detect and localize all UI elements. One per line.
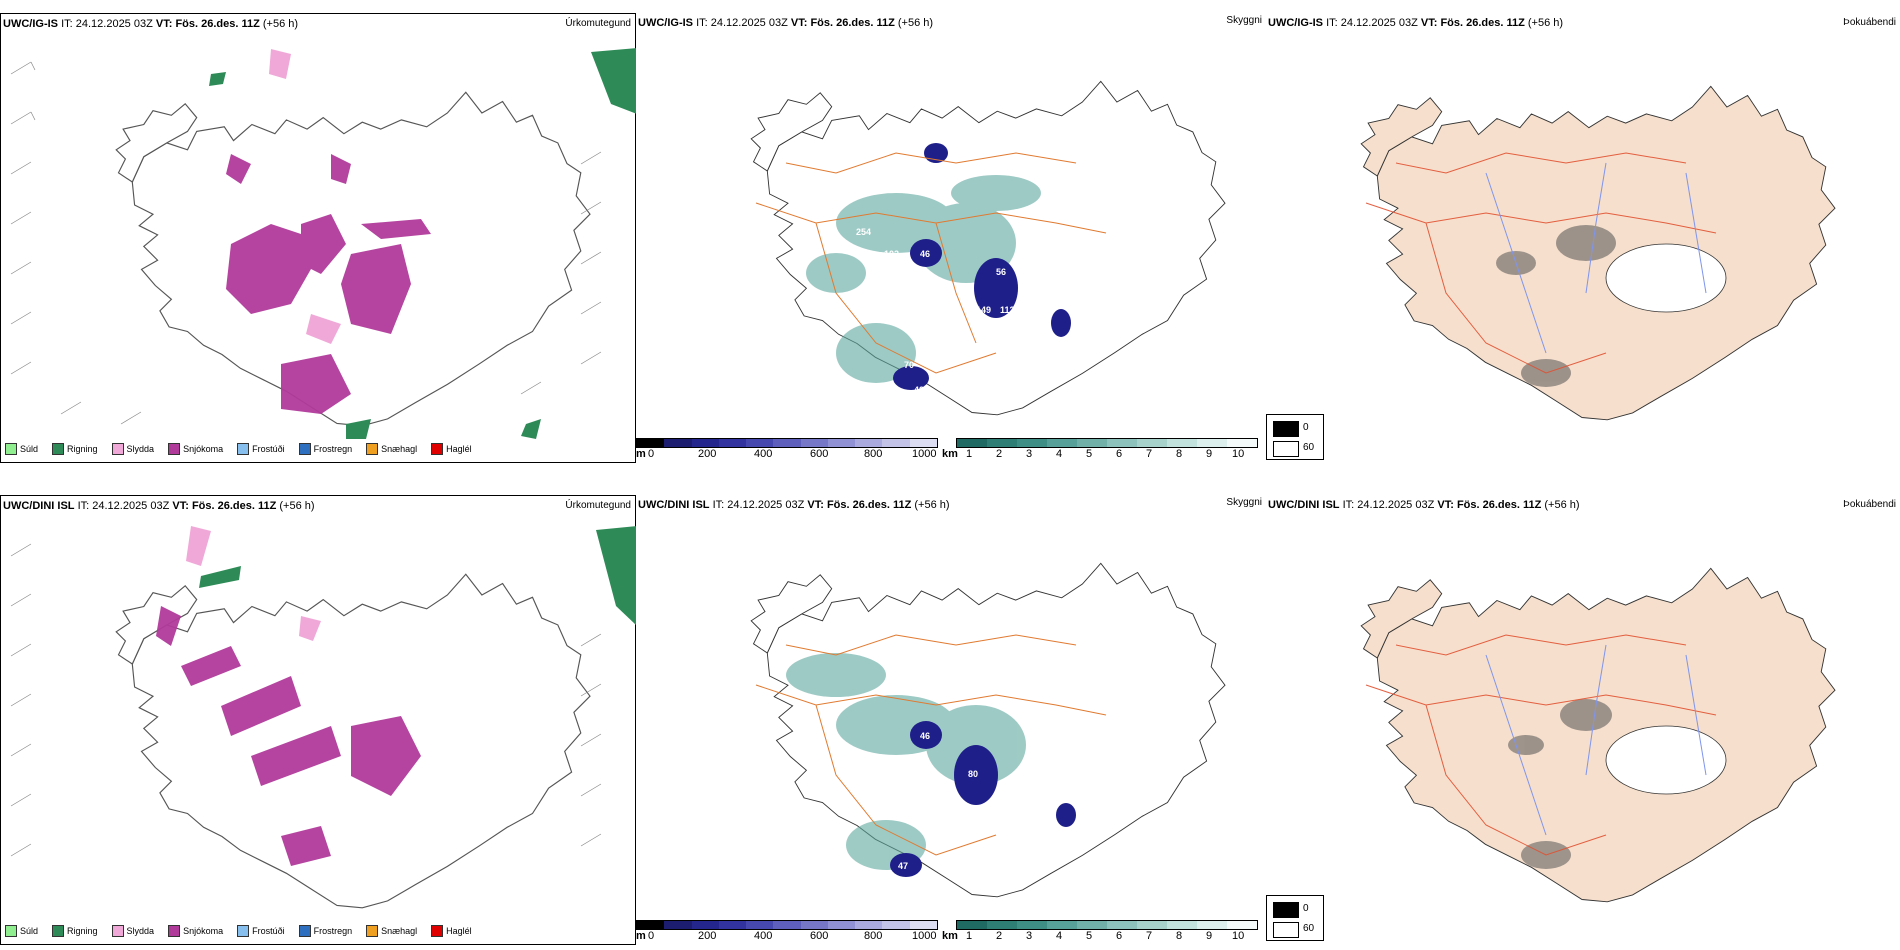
ceiling-colorbar	[636, 438, 938, 448]
rivers	[1485, 162, 1707, 354]
svg-text:149: 149	[976, 305, 991, 315]
cloud-map: 254 102 74 46 56 149 112 70 42 194	[750, 80, 1226, 416]
legend-item: Rigning	[52, 443, 98, 455]
tick: 4	[1056, 448, 1063, 460]
svg-text:254: 254	[856, 227, 871, 237]
svg-text:74: 74	[864, 253, 874, 263]
svg-text:46: 46	[920, 249, 930, 259]
precip-panel-row1: UWC/IG-IS IT: 24.12.2025 03Z VT: Fös. 26…	[0, 13, 637, 463]
lead-time: (+56 h)	[262, 18, 299, 30]
tick: 3	[1026, 448, 1033, 460]
legend-item: Súld	[5, 443, 38, 455]
glacier	[1605, 243, 1727, 313]
legend-item: Slydda	[111, 925, 154, 937]
panel-title: Skyggni	[1226, 497, 1262, 508]
fog-legend-row1: 0 60	[1266, 414, 1324, 460]
tick: 6	[1116, 448, 1123, 460]
legend-item: Frostregn	[298, 925, 352, 937]
panel-header: UWC/DINI ISL IT: 24.12.2025 03Z VT: Fös.…	[3, 500, 315, 512]
vt-value: Fös. 26.des. 11Z	[175, 18, 260, 30]
svg-text:47: 47	[898, 861, 908, 871]
precip-panel-row2: UWC/DINI ISL IT: 24.12.2025 03Z VT: Fös.…	[0, 495, 637, 945]
tick: 0	[648, 448, 655, 460]
tick: 7	[1146, 448, 1153, 460]
legend-item: Haglél	[431, 443, 472, 455]
panel-title: Úrkomutegund	[565, 18, 631, 29]
tick: 9	[1206, 448, 1213, 460]
precip-map	[10, 48, 637, 439]
panel-title: Úrkomutegund	[565, 500, 631, 511]
tick: 1000	[912, 448, 937, 460]
panel-title: Þokuábendi	[1843, 499, 1896, 510]
svg-text:46: 46	[920, 731, 930, 741]
legend-item: Snjókoma	[168, 925, 223, 937]
legend-item: Frostúði	[237, 925, 285, 937]
svg-text:194: 194	[1088, 211, 1103, 221]
panel-header: UWC/DINI ISL IT: 24.12.2025 03Z VT: Fös.…	[638, 499, 950, 511]
tick: 200	[698, 448, 717, 460]
wind-barbs	[10, 61, 602, 425]
panel-title: Skyggni	[1226, 15, 1262, 26]
panel-title: Þokuábendi	[1843, 17, 1896, 28]
rain-areas	[209, 48, 637, 439]
tick: 5	[1086, 448, 1093, 460]
precip-legend: Súld Rigning Slydda Snjókoma Frostúði Fr…	[5, 443, 482, 455]
legend-item: Haglél	[431, 925, 472, 937]
it-label: IT:	[61, 18, 73, 30]
cloud-panel-row2: UWC/DINI ISL IT: 24.12.2025 03Z VT: Fös.…	[636, 495, 1266, 945]
ceiling-areas	[893, 143, 1071, 390]
tick: 600	[810, 448, 829, 460]
legend-item: Snæhagl	[366, 925, 417, 937]
precip-map	[10, 526, 637, 909]
fog-panel-row1: UWC/IG-IS IT: 24.12.2025 03Z VT: Fös. 26…	[1266, 13, 1900, 463]
svg-text:70: 70	[904, 360, 914, 370]
tick: 10	[1232, 448, 1245, 460]
legend-item: Slydda	[111, 443, 154, 455]
visibility-colorbar	[956, 438, 1258, 448]
tick: 8	[1176, 448, 1183, 460]
tick: 400	[754, 448, 773, 460]
panel-header: UWC/IG-IS IT: 24.12.2025 03Z VT: Fös. 26…	[1268, 17, 1564, 29]
vt-label: VT:	[155, 18, 173, 30]
panel-header: UWC/IG-IS IT: 24.12.2025 03Z VT: Fös. 26…	[638, 17, 934, 29]
svg-text:56: 56	[996, 267, 1006, 277]
svg-text:42: 42	[914, 385, 924, 395]
legend-item: Snjókoma	[168, 443, 223, 455]
sleet-areas	[269, 49, 341, 344]
legend-item: Snæhagl	[366, 443, 417, 455]
svg-text:80: 80	[968, 769, 978, 779]
legend-item: Frostregn	[298, 443, 352, 455]
tick: 800	[864, 448, 883, 460]
svg-text:250: 250	[886, 587, 901, 597]
legend-item: Súld	[5, 925, 38, 937]
tick: 1	[966, 448, 973, 460]
fog-map	[1360, 85, 1836, 421]
roads	[755, 152, 1107, 374]
fog-legend-row2: 0 60	[1266, 895, 1324, 941]
it-value: 24.12.2025 03Z	[75, 18, 153, 30]
cloud-map: 250 800 46 80 47	[750, 562, 1226, 898]
svg-text:112: 112	[1000, 305, 1015, 315]
ceiling-unit: m	[636, 448, 646, 460]
svg-text:102: 102	[884, 249, 899, 259]
visibility-unit: km	[942, 448, 958, 460]
snow-areas	[226, 154, 431, 414]
legend-item: Rigning	[52, 925, 98, 937]
panel-header: UWC/IG-IS IT: 24.12.2025 03Z VT: Fös. 26…	[3, 18, 298, 30]
fog-panel-row2: UWC/DINI ISL IT: 24.12.2025 03Z VT: Fös.…	[1266, 495, 1900, 945]
tick: 2	[996, 448, 1003, 460]
svg-text:800: 800	[956, 607, 971, 617]
fog-map	[1360, 567, 1836, 903]
model-name: UWC/IG-IS	[3, 18, 58, 30]
cloud-panel-row1: UWC/IG-IS IT: 24.12.2025 03Z VT: Fös. 26…	[636, 13, 1266, 463]
panel-header: UWC/DINI ISL IT: 24.12.2025 03Z VT: Fös.…	[1268, 499, 1580, 511]
roads	[1365, 152, 1717, 374]
legend-item: Frostúði	[237, 443, 285, 455]
precip-legend: Súld Rigning Slydda Snjókoma Frostúði Fr…	[5, 925, 482, 937]
